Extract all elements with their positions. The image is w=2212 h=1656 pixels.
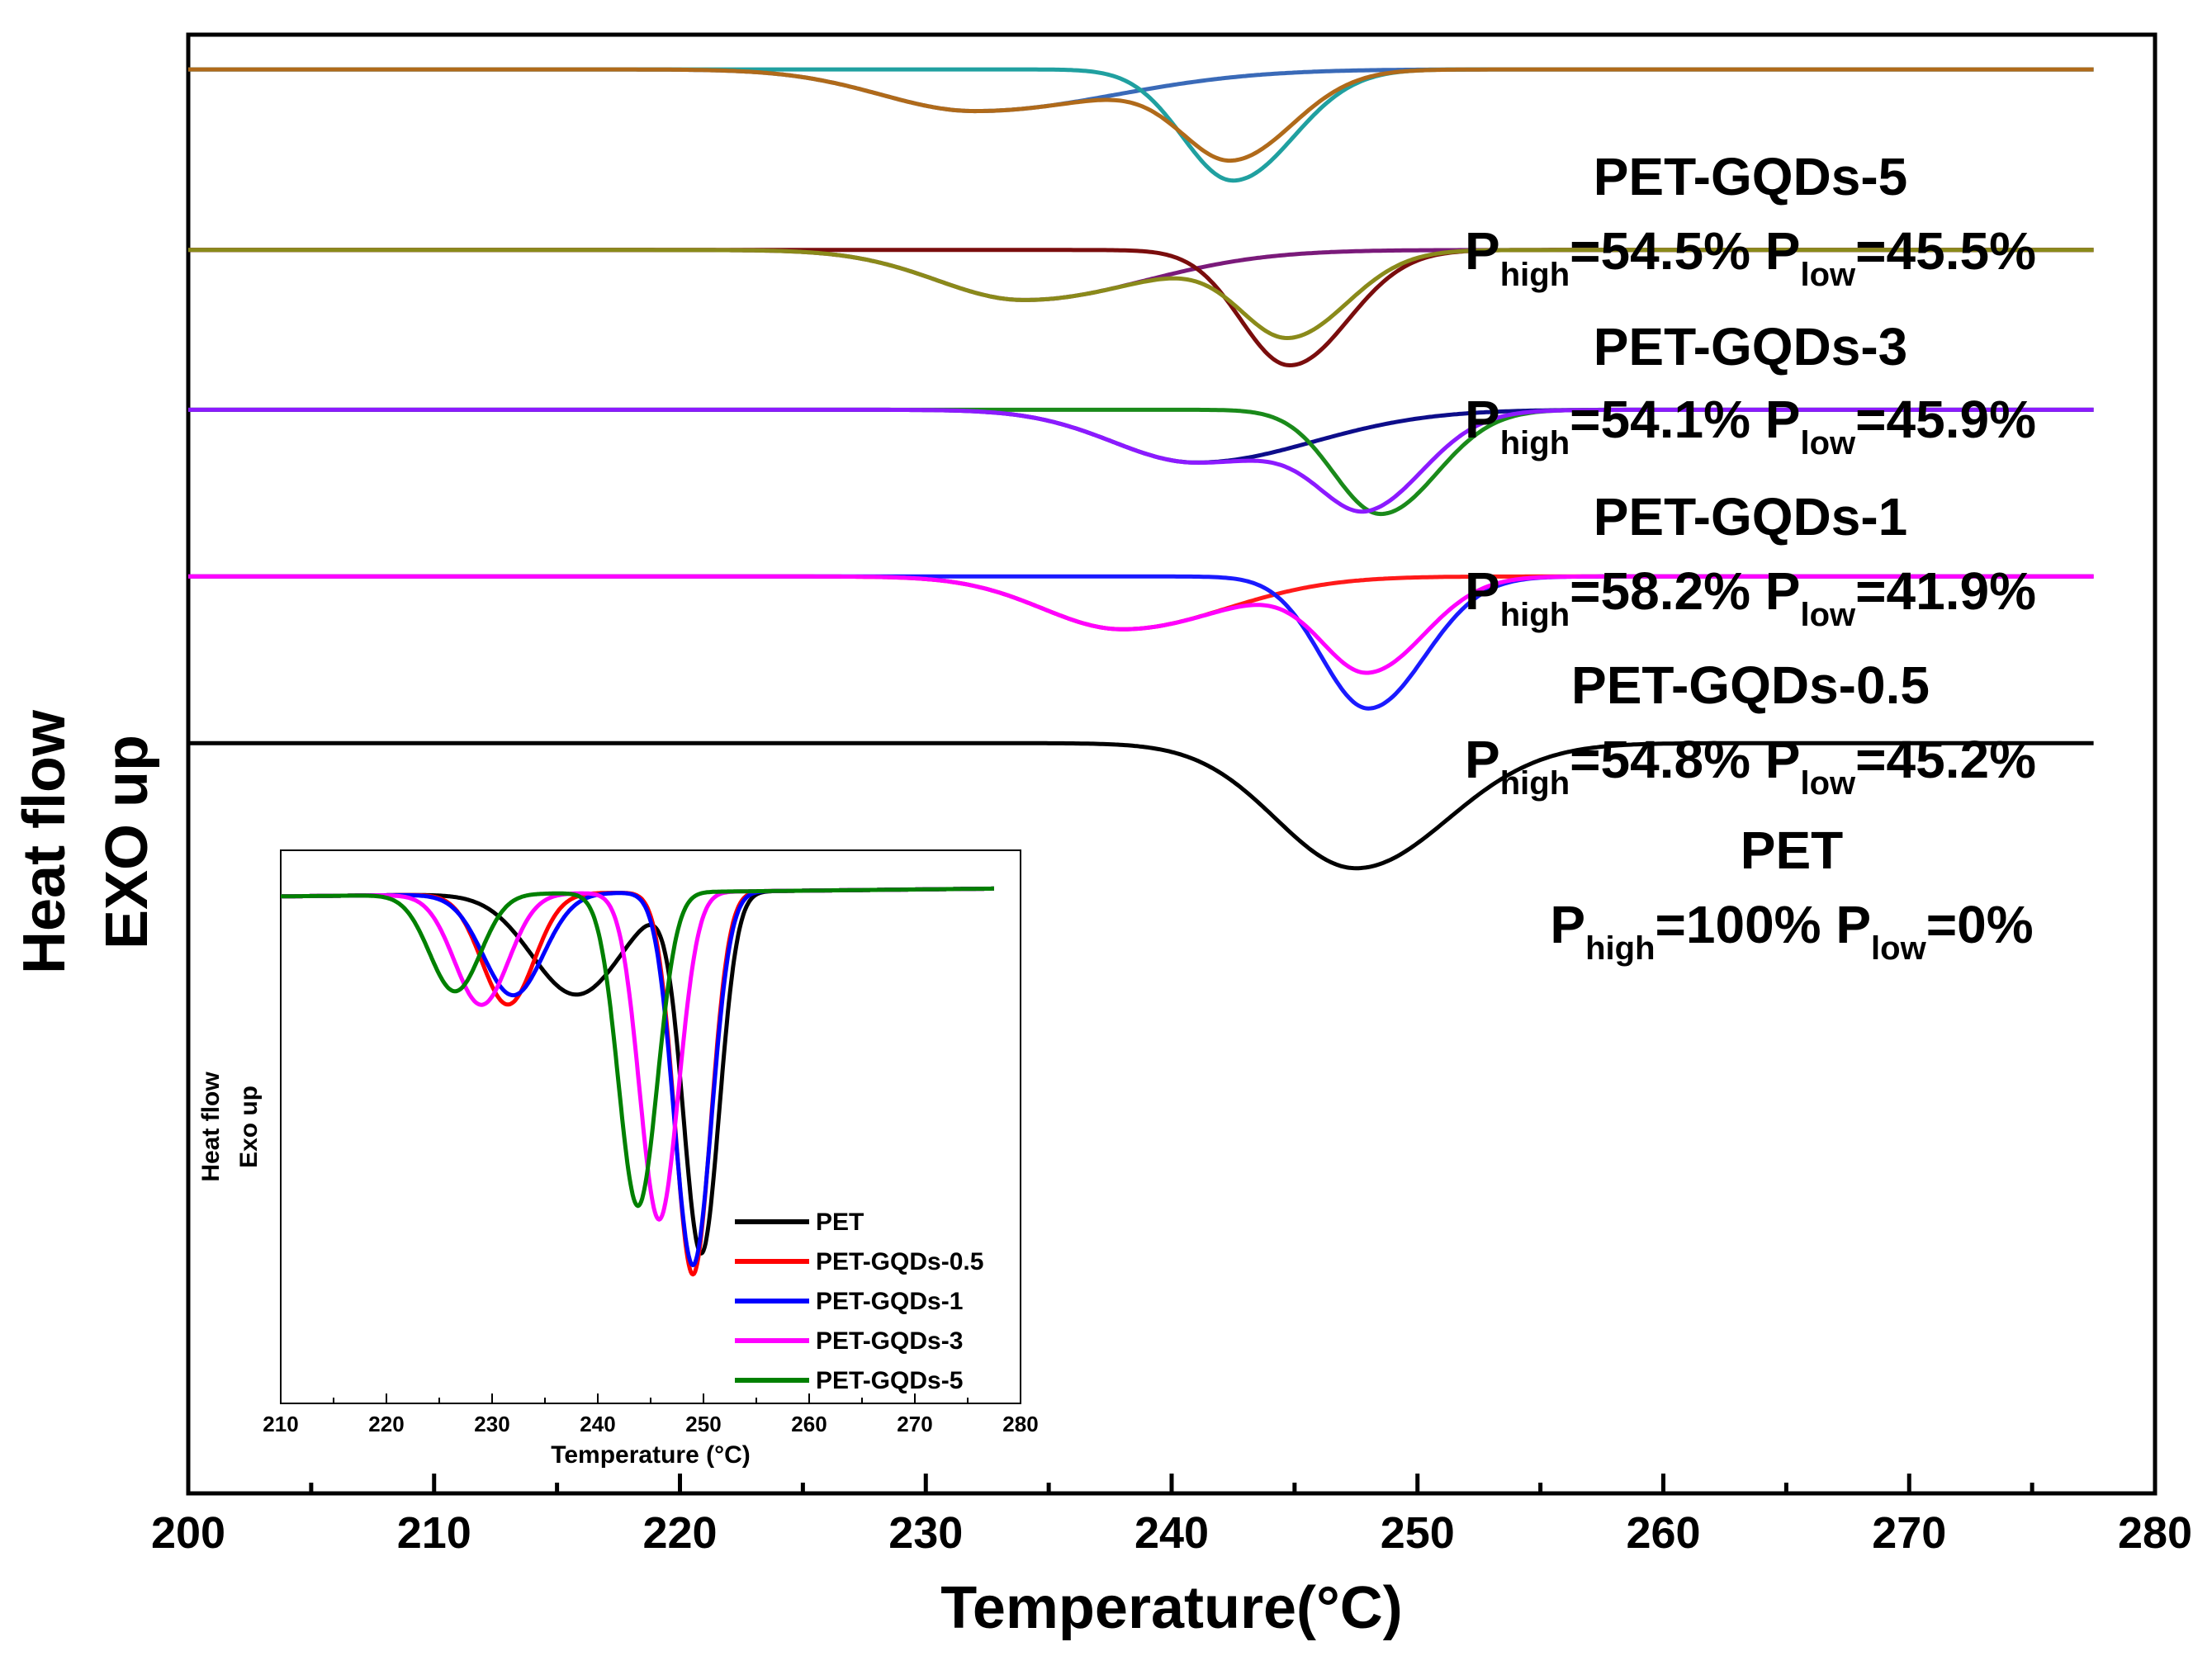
inset-x-tick-label: 210	[263, 1412, 298, 1436]
series-line-pet-gqds-0-5-sum	[188, 574, 2094, 675]
annotation-fractions-pet-gqds-3: Phigh=54.1% Plow=45.9%	[1465, 390, 2036, 461]
main-series-group	[188, 67, 2094, 871]
main-x-tick-label: 240	[1134, 1508, 1209, 1558]
legend-label-pet-gqds-5: PET-GQDs-5	[816, 1367, 963, 1394]
inset-series-group	[279, 886, 996, 1277]
annotation-fractions-pet-gqds-0-5: Phigh=54.8% Plow=45.2%	[1465, 730, 2036, 802]
inset-x-tick-label: 260	[791, 1412, 827, 1436]
inset-series-line-pet-gqds-5	[279, 886, 996, 1209]
inset-y-axis-title-line1: Heat flow	[197, 1072, 225, 1182]
inset-legend: PET PET-GQDs-0.5 PET-GQDs-1 PET-GQDs-3 PET-G…	[735, 1209, 983, 1394]
annotation-fractions-pet: Phigh=100% Plow=0%	[1550, 895, 2033, 967]
series-line-pet-gqds-5-sum	[188, 67, 2094, 163]
main-x-axis-title: Temperature(°C)	[940, 1575, 1403, 1641]
annotation-name-pet-gqds-1: PET-GQDs-1	[1594, 487, 1908, 546]
main-annotations: PET-GQDs-5 Phigh=54.5% Plow=45.5% PET-GQDs…	[1465, 147, 2036, 967]
inset-x-tick-label: 230	[474, 1412, 509, 1436]
inset-x-tick-label: 220	[368, 1412, 404, 1436]
annotation-name-pet-gqds-3: PET-GQDs-3	[1594, 317, 1908, 376]
main-x-tick-label: 250	[1381, 1508, 1455, 1558]
main-y-axis-title-line1: Heat flow	[12, 709, 78, 974]
main-x-tick-label: 280	[2118, 1508, 2192, 1558]
series-line-pet-gqds-3-sum	[188, 248, 2094, 340]
main-x-tick-label: 270	[1872, 1508, 1946, 1558]
annotation-name-pet: PET	[1741, 821, 1843, 880]
inset-x-axis-title: Temperature (°C)	[551, 1441, 750, 1469]
inset-x-tick-label: 250	[685, 1412, 721, 1436]
series-line-pet	[188, 740, 2094, 871]
inset-plot-frame	[280, 849, 1021, 1404]
annotation-name-pet-gqds-0-5: PET-GQDs-0.5	[1571, 655, 1930, 715]
inset-y-axis-title-line2: Exo up	[235, 1086, 263, 1168]
inset-x-tick-label: 280	[1002, 1412, 1038, 1436]
inset-x-tick-label: 240	[580, 1412, 615, 1436]
main-x-tick-label: 210	[397, 1508, 471, 1558]
annotation-name-pet-gqds-5: PET-GQDs-5	[1594, 147, 1908, 206]
legend-label-pet-gqds-3: PET-GQDs-3	[816, 1327, 963, 1355]
series-line-pet-gqds-1-sum	[188, 407, 2094, 514]
main-x-tick-label: 220	[642, 1508, 717, 1558]
inset-x-ticks: 210 220 230 240 250 260 270 280	[263, 1393, 1039, 1436]
annotation-fractions-pet-gqds-5: Phigh=54.5% Plow=45.5%	[1465, 221, 2036, 293]
legend-label-pet: PET	[816, 1209, 864, 1236]
legend-label-pet-gqds-1: PET-GQDs-1	[816, 1288, 963, 1315]
main-x-tick-label: 200	[151, 1508, 225, 1558]
legend-label-pet-gqds-0-5: PET-GQDs-0.5	[816, 1248, 983, 1275]
inset-x-tick-label: 270	[897, 1412, 932, 1436]
main-y-axis-title-line2: EXO up	[94, 735, 160, 949]
main-x-ticks: 200 210 220 230 240 250 260 270 280	[151, 1474, 2192, 1558]
annotation-fractions-pet-gqds-1: Phigh=58.2% Plow=41.9%	[1465, 561, 2036, 633]
main-x-tick-label: 260	[1626, 1508, 1700, 1558]
main-x-tick-label: 230	[888, 1508, 963, 1558]
